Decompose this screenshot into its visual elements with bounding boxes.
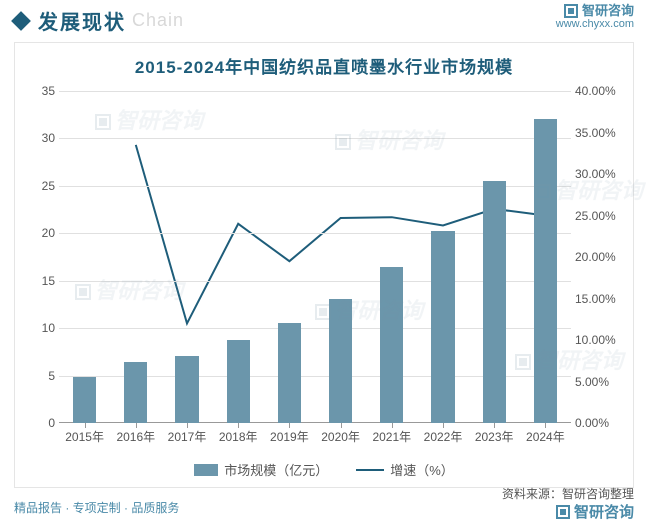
x-tick	[443, 423, 444, 428]
header: 发展现状 Chain 智研咨询 www.chyxx.com	[0, 0, 648, 39]
legend-swatch-line	[356, 469, 384, 471]
footer-source: 资料来源：智研咨询整理	[502, 485, 634, 502]
brand-block: 智研咨询 www.chyxx.com	[556, 4, 634, 30]
y-right-tick-label: 5.00%	[575, 375, 629, 389]
y-left-tick-label: 30	[25, 131, 55, 145]
x-tick	[545, 423, 546, 428]
chain-label: Chain	[132, 10, 184, 31]
chart-plot: 051015202530350.00%5.00%10.00%15.00%20.0…	[59, 91, 571, 423]
bar	[227, 340, 250, 423]
y-left-tick-label: 10	[25, 321, 55, 335]
x-tick	[238, 423, 239, 428]
y-right-tick-label: 40.00%	[575, 84, 629, 98]
y-left-tick-label: 25	[25, 179, 55, 193]
brand-logo-icon	[564, 4, 578, 18]
legend-item-bar: 市场规模（亿元）	[194, 460, 328, 479]
brand-url: www.chyxx.com	[556, 18, 634, 30]
bar	[431, 231, 454, 423]
bottom-brand: 智研咨询	[556, 501, 634, 522]
x-tick-label: 2016年	[116, 428, 155, 445]
y-right-tick-label: 10.00%	[575, 333, 629, 347]
x-tick-label: 2022年	[424, 428, 463, 445]
bar	[73, 377, 96, 423]
y-left-tick-label: 0	[25, 416, 55, 430]
bar	[483, 181, 506, 423]
gridline	[59, 138, 571, 139]
x-tick	[136, 423, 137, 428]
chart-area: 2015-2024年中国纺织品直喷墨水行业市场规模 05101520253035…	[14, 42, 634, 488]
x-tick	[85, 423, 86, 428]
x-tick	[494, 423, 495, 428]
y-left-tick-label: 15	[25, 274, 55, 288]
gridline	[59, 91, 571, 92]
bar	[175, 356, 198, 423]
x-tick-label: 2024年	[526, 428, 565, 445]
x-tick-label: 2020年	[321, 428, 360, 445]
bar	[534, 119, 557, 423]
legend-label-bar: 市场规模（亿元）	[224, 460, 328, 479]
legend-label-line: 增速（%）	[390, 460, 454, 479]
section-title: 发展现状	[38, 6, 126, 35]
x-tick-label: 2021年	[372, 428, 411, 445]
brand-name: 智研咨询	[582, 4, 634, 18]
x-tick-label: 2015年	[65, 428, 104, 445]
source-label: 资料来源：	[502, 487, 562, 501]
bar	[329, 299, 352, 423]
y-right-tick-label: 35.00%	[575, 126, 629, 140]
y-left-tick-label: 5	[25, 369, 55, 383]
legend-swatch-bar	[194, 464, 218, 476]
bar	[278, 323, 301, 423]
x-tick	[187, 423, 188, 428]
y-right-tick-label: 15.00%	[575, 292, 629, 306]
legend-item-line: 增速（%）	[356, 460, 454, 479]
x-tick-label: 2023年	[475, 428, 514, 445]
footer-tagline: 精品报告 · 专项定制 · 品质服务	[14, 499, 179, 516]
x-tick-label: 2019年	[270, 428, 309, 445]
x-tick	[289, 423, 290, 428]
x-tick-label: 2018年	[219, 428, 258, 445]
brand-logo-icon	[556, 505, 570, 519]
y-right-tick-label: 0.00%	[575, 416, 629, 430]
y-right-tick-label: 25.00%	[575, 209, 629, 223]
chart-title: 2015-2024年中国纺织品直喷墨水行业市场规模	[15, 53, 633, 78]
brand-name-bottom: 智研咨询	[574, 501, 634, 522]
chart-legend: 市场规模（亿元） 增速（%）	[15, 460, 633, 479]
y-right-tick-label: 30.00%	[575, 167, 629, 181]
source-value: 智研咨询整理	[562, 487, 634, 501]
x-tick-label: 2017年	[168, 428, 207, 445]
y-right-tick-label: 20.00%	[575, 250, 629, 264]
x-tick	[341, 423, 342, 428]
y-left-tick-label: 35	[25, 84, 55, 98]
bar	[380, 267, 403, 423]
bar	[124, 362, 147, 423]
y-left-tick-label: 20	[25, 226, 55, 240]
diamond-marker	[11, 11, 31, 31]
x-tick	[392, 423, 393, 428]
